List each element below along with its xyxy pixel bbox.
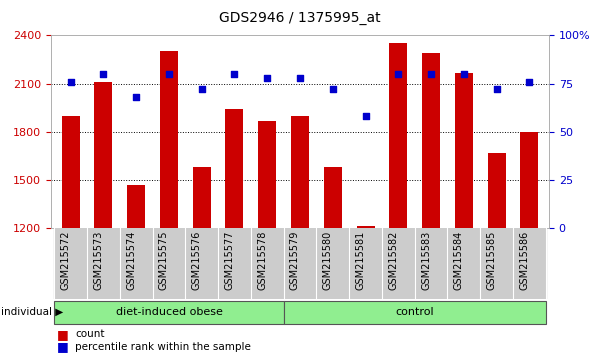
Bar [520, 132, 538, 228]
Bar [120, 228, 152, 299]
Point [262, 75, 272, 81]
Text: GSM215585: GSM215585 [487, 230, 497, 290]
Text: GDS2946 / 1375995_at: GDS2946 / 1375995_at [219, 11, 381, 25]
Text: ■: ■ [57, 328, 69, 341]
Text: GSM215578: GSM215578 [257, 230, 267, 290]
Text: ■: ■ [57, 341, 69, 353]
Point [361, 114, 370, 119]
FancyBboxPatch shape [54, 301, 284, 324]
Text: count: count [75, 329, 104, 339]
Bar [513, 228, 546, 299]
Bar [389, 44, 407, 228]
Bar [54, 228, 87, 299]
Bar [152, 228, 185, 299]
Bar [291, 116, 309, 228]
Bar [185, 228, 218, 299]
Bar [488, 153, 506, 228]
Bar [62, 116, 80, 228]
Bar [284, 228, 316, 299]
Bar [87, 228, 120, 299]
Bar [316, 228, 349, 299]
Point [492, 87, 502, 92]
Point [66, 79, 76, 85]
Text: GSM215583: GSM215583 [421, 230, 431, 290]
Point [524, 79, 534, 85]
Bar [160, 51, 178, 228]
Point [98, 71, 108, 77]
Point [394, 71, 403, 77]
Bar [324, 167, 342, 228]
Bar [258, 121, 276, 228]
Bar [193, 167, 211, 228]
Point [459, 71, 469, 77]
Text: GSM215576: GSM215576 [192, 230, 202, 290]
Bar [480, 228, 513, 299]
FancyBboxPatch shape [284, 301, 546, 324]
Bar [226, 109, 244, 228]
Text: GSM215581: GSM215581 [356, 230, 365, 290]
Text: GSM215573: GSM215573 [94, 230, 103, 290]
Bar [251, 228, 284, 299]
Bar [415, 228, 448, 299]
Text: GSM215584: GSM215584 [454, 230, 464, 290]
Bar [455, 73, 473, 228]
Text: GSM215574: GSM215574 [126, 230, 136, 290]
Text: GSM215572: GSM215572 [61, 230, 71, 290]
Text: GSM215580: GSM215580 [323, 230, 333, 290]
Point [230, 71, 239, 77]
Bar [356, 226, 374, 228]
Text: GSM215586: GSM215586 [520, 230, 529, 290]
Text: percentile rank within the sample: percentile rank within the sample [75, 342, 251, 352]
Text: GSM215577: GSM215577 [224, 230, 235, 290]
Text: diet-induced obese: diet-induced obese [116, 307, 223, 317]
Bar [94, 82, 112, 228]
Point [295, 75, 305, 81]
Bar [349, 228, 382, 299]
Bar [218, 228, 251, 299]
Point [131, 94, 141, 100]
Text: individual ▶: individual ▶ [1, 307, 64, 317]
Text: GSM215579: GSM215579 [290, 230, 300, 290]
Point [164, 71, 174, 77]
Point [426, 71, 436, 77]
Text: GSM215575: GSM215575 [159, 230, 169, 290]
Bar [422, 53, 440, 228]
Point [328, 87, 338, 92]
Text: control: control [395, 307, 434, 317]
Bar [127, 185, 145, 228]
Point [197, 87, 206, 92]
Bar [448, 228, 480, 299]
Text: GSM215582: GSM215582 [388, 230, 398, 290]
Bar [382, 228, 415, 299]
